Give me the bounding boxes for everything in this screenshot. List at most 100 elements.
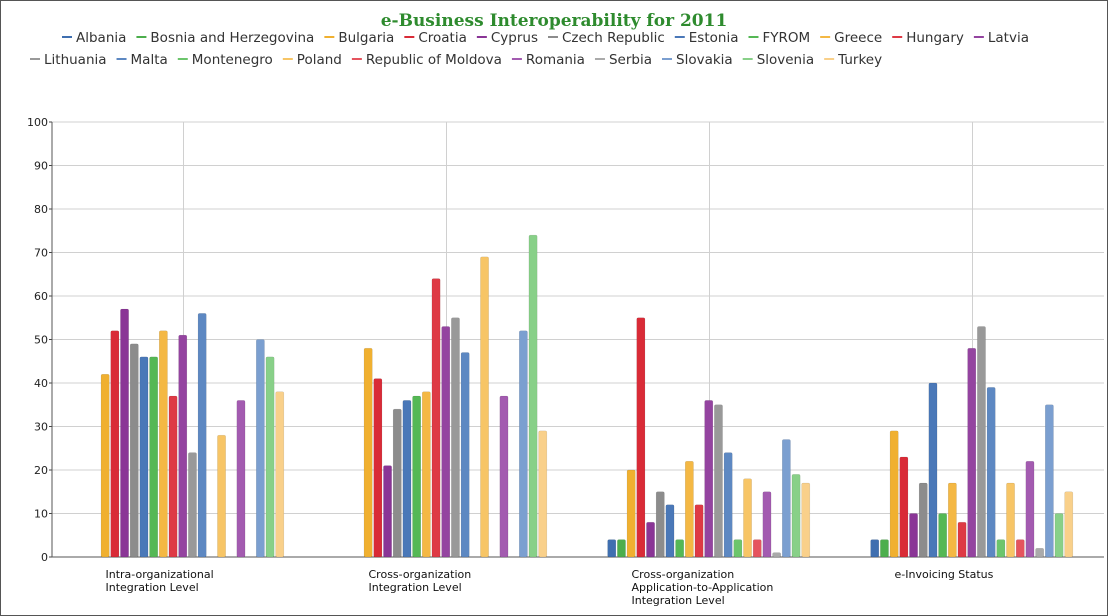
legend-label: Slovenia — [757, 52, 814, 68]
legend-label: Serbia — [609, 52, 652, 68]
x-tick-label-line: Integration Level — [369, 581, 462, 594]
bar — [617, 539, 626, 558]
y-tick-label: 40 — [34, 377, 48, 390]
bar — [168, 395, 178, 558]
bar — [538, 430, 548, 558]
bar — [665, 504, 675, 558]
legend-label: Slovakia — [676, 52, 733, 68]
y-tick-label: 10 — [34, 508, 48, 521]
legend-label: Turkey — [837, 52, 882, 68]
y-tick-label: 100 — [27, 116, 48, 129]
legend-label: Republic of Moldova — [366, 52, 502, 68]
bar — [528, 234, 538, 558]
legend-label: Albania — [76, 30, 126, 46]
legend-item: Bosnia and Herzegovina — [136, 30, 314, 46]
legend-item: Cyprus — [476, 30, 538, 46]
legend-item: Republic of Moldova — [351, 52, 502, 68]
legend-label: FYROM — [762, 30, 810, 46]
legend-label: Malta — [131, 52, 168, 68]
bar — [159, 330, 168, 558]
x-tick-label-line: Integration Level — [106, 581, 199, 594]
bar — [782, 439, 791, 558]
bar — [938, 513, 947, 558]
x-tick-label-line: e-Invoicing Status — [895, 568, 994, 581]
bar — [791, 474, 801, 558]
bar — [178, 334, 188, 558]
bar — [870, 539, 880, 558]
x-tick-label: Intra-organizational Integration Level — [106, 568, 214, 594]
bar — [1045, 404, 1054, 558]
bar — [129, 343, 139, 558]
y-tick-label: 30 — [34, 421, 48, 434]
y-tick-label: 20 — [34, 464, 48, 477]
x-tick-label-line: Cross-organization — [632, 568, 735, 581]
legend-item: Montenegro — [177, 52, 273, 68]
bar — [1025, 461, 1035, 558]
bar — [899, 456, 909, 558]
bar — [217, 434, 226, 558]
bar — [422, 391, 431, 558]
legend-label: Lithuania — [44, 52, 107, 68]
bar — [743, 478, 752, 558]
legend-item: Latvia — [973, 30, 1029, 46]
bar — [655, 491, 665, 558]
bar — [441, 326, 451, 558]
bar — [723, 452, 733, 558]
bar — [412, 395, 421, 558]
x-tick-label-line: Application-to-Application — [632, 581, 774, 594]
legend-label: Cyprus — [491, 30, 538, 46]
y-tick-label: 60 — [34, 290, 48, 303]
bar — [880, 539, 889, 558]
x-tick-label: Cross-organization Integration Level — [369, 568, 472, 594]
legend-label: Hungary — [906, 30, 964, 46]
x-tick-label: Cross-organization Application-to-Applica… — [632, 568, 774, 607]
bar — [197, 313, 207, 558]
bar — [1064, 491, 1074, 558]
legend-item: Malta — [116, 52, 168, 68]
legend-label: Romania — [526, 52, 585, 68]
bar — [392, 408, 402, 558]
bar — [752, 539, 762, 558]
bar — [383, 465, 392, 558]
legend-item: Slovakia — [662, 52, 733, 68]
bar — [265, 356, 275, 558]
x-tick-label: e-Invoicing Status — [895, 568, 994, 581]
legend-item: Bulgaria — [324, 30, 394, 46]
bar — [236, 400, 246, 558]
legend-label: Montenegro — [192, 52, 273, 68]
bar — [256, 339, 265, 558]
bar — [733, 539, 743, 558]
bar — [460, 352, 470, 558]
bar — [714, 404, 723, 558]
bar — [431, 278, 441, 558]
y-tick-label: 90 — [34, 160, 48, 173]
x-tick-label-line: Cross-organization — [369, 568, 472, 581]
bar — [480, 256, 489, 558]
legend-item: FYROM — [748, 30, 810, 46]
legend-item: Turkey — [824, 52, 882, 68]
legend-item: Serbia — [594, 52, 652, 68]
bar — [967, 347, 977, 558]
legend-item: Slovenia — [742, 52, 814, 68]
bar — [889, 430, 899, 558]
bar — [1015, 539, 1025, 558]
bar — [762, 491, 772, 558]
bar — [801, 482, 811, 558]
bar — [139, 356, 149, 558]
x-tick-label-line: Intra-organizational — [106, 568, 214, 581]
legend-label: Greece — [834, 30, 882, 46]
bar — [694, 504, 704, 558]
bar — [363, 347, 373, 558]
legend-item: Albania — [62, 30, 126, 46]
bar — [675, 539, 684, 558]
bar — [451, 317, 460, 558]
bar — [402, 400, 412, 558]
legend-item: Lithuania — [30, 52, 107, 68]
legend-item: Romania — [511, 52, 585, 68]
bar — [519, 330, 528, 558]
legend-item: Czech Republic — [547, 30, 665, 46]
bar — [607, 539, 617, 558]
legend-item: Croatia — [404, 30, 467, 46]
bar — [120, 308, 129, 558]
